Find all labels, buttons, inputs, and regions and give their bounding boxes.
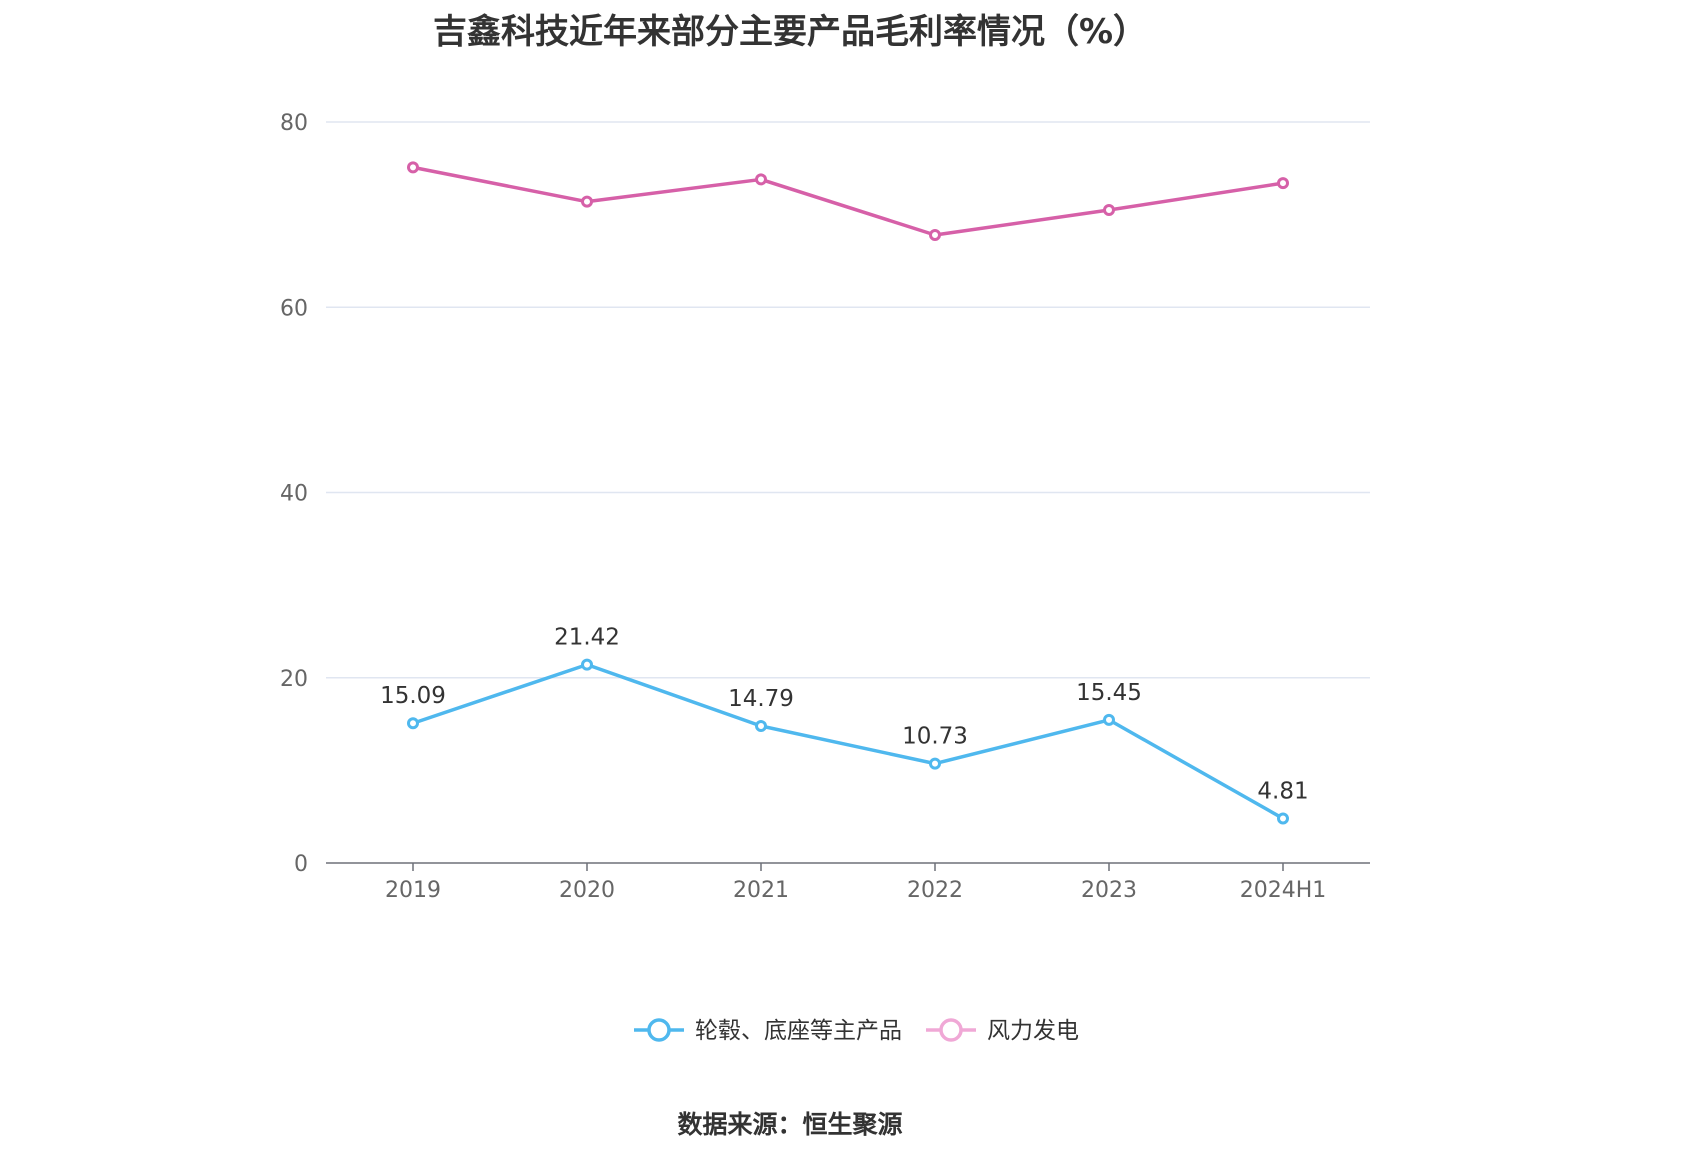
- chart-title: 吉鑫科技近年来部分主要产品毛利率情况（%）: [432, 12, 1148, 52]
- data-label: 21.42: [554, 625, 620, 651]
- data-label: 14.79: [728, 686, 794, 712]
- data-point: [407, 161, 419, 174]
- data-point: [755, 173, 767, 186]
- series-line-1: [412, 662, 1284, 820]
- data-point: [581, 658, 593, 671]
- legend[interactable]: 轮毂、底座等主产品 风力发电: [634, 1018, 1079, 1044]
- data-point: [407, 717, 419, 730]
- x-tick-label: 2024H1: [1240, 878, 1327, 903]
- legend-label: 轮毂、底座等主产品: [695, 1018, 902, 1044]
- x-tick-label: 2022: [907, 878, 963, 903]
- x-tick-label: 2020: [559, 878, 615, 903]
- y-tick-label: 0: [294, 852, 308, 877]
- x-axis: 2019 2020 2021 2022 2023 2024H1: [326, 862, 1370, 903]
- series-line-2: [412, 165, 1284, 237]
- data-source-note: 数据来源：恒生聚源: [677, 1110, 903, 1139]
- data-label: 4.81: [1257, 778, 1308, 804]
- legend-marker-icon: [647, 1018, 671, 1042]
- data-point: [1103, 203, 1115, 216]
- x-tick-label: 2023: [1081, 878, 1137, 903]
- y-tick-label: 80: [280, 111, 308, 136]
- data-point: [1103, 713, 1115, 726]
- data-point: [1277, 812, 1289, 825]
- data-label: 10.73: [902, 724, 968, 750]
- y-tick-label: 20: [280, 667, 308, 692]
- x-tick-label: 2021: [733, 878, 789, 903]
- y-tick-label: 60: [280, 296, 308, 321]
- data-label: 15.09: [380, 683, 446, 709]
- data-point: [581, 195, 593, 208]
- data-point: [929, 229, 941, 242]
- data-point: [1277, 177, 1289, 190]
- y-tick-label: 40: [280, 482, 308, 507]
- x-tick-label: 2019: [385, 878, 441, 903]
- legend-marker-icon: [939, 1018, 963, 1042]
- series-layer: 15.09 21.42 14.79 10.73 15.45 4.81: [380, 161, 1309, 825]
- y-axis: 0 20 40 60 80: [280, 111, 308, 877]
- gridlines: [326, 121, 1370, 679]
- legend-item-1[interactable]: 轮毂、底座等主产品: [634, 1018, 902, 1044]
- data-label: 15.45: [1076, 680, 1142, 706]
- legend-label: 风力发电: [987, 1018, 1079, 1044]
- data-point: [929, 757, 941, 770]
- legend-item-2[interactable]: 风力发电: [926, 1018, 1079, 1044]
- data-point: [755, 720, 767, 733]
